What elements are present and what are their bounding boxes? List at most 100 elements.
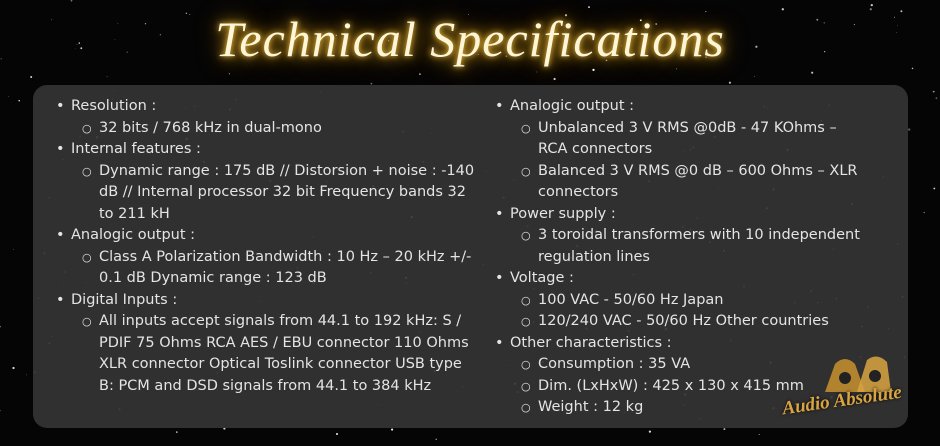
star <box>18 99 20 102</box>
star <box>335 34 337 36</box>
spec-item: Balanced 3 V RMS @0 dB – 600 Ohms – XLR … <box>510 161 864 204</box>
star <box>592 68 595 72</box>
spec-sublist: Dynamic range : 175 dB // Distorsion + n… <box>71 161 475 226</box>
logo-mark <box>825 356 891 392</box>
spec-sublist: Class A Polarization Bandwidth : 10 Hz –… <box>71 247 475 290</box>
star <box>869 8 872 11</box>
star <box>648 430 652 433</box>
star <box>114 39 116 41</box>
star <box>933 187 936 190</box>
star <box>370 82 373 85</box>
star <box>932 90 935 93</box>
star <box>908 128 911 131</box>
star <box>26 374 27 376</box>
star <box>754 75 755 77</box>
star <box>695 43 698 45</box>
spec-item: Dynamic range : 175 dB // Distorsion + n… <box>71 161 475 226</box>
star <box>30 76 33 78</box>
star <box>676 68 677 70</box>
star <box>12 366 15 370</box>
right-column: Analogic output : Unbalanced 3 V RMS @0dB… <box>494 96 864 419</box>
star <box>159 34 161 36</box>
star <box>728 81 731 84</box>
star <box>824 51 826 53</box>
star <box>639 19 642 22</box>
star <box>175 431 178 433</box>
star <box>811 71 814 74</box>
star <box>13 249 14 250</box>
star <box>505 55 508 58</box>
spec-sublist: 100 VAC - 50/60 Hz Japan120/240 VAC - 50… <box>510 290 864 333</box>
title: Technical Specifications <box>215 11 725 67</box>
star <box>78 42 80 44</box>
star <box>126 51 128 53</box>
star <box>80 47 83 50</box>
spec-label: Digital Inputs : <box>71 291 178 308</box>
spec-item: Dim. (LxHxW) : 425 x 130 x 415 mm <box>510 376 864 398</box>
star <box>144 22 147 25</box>
star <box>185 12 188 15</box>
star <box>117 23 119 24</box>
star <box>923 212 925 214</box>
spec-group: Internal features : Dynamic range : 175 d… <box>55 139 475 225</box>
star <box>228 73 231 75</box>
spec-label: Voltage : <box>510 270 574 286</box>
spec-label: Internal features : <box>71 141 201 157</box>
star <box>896 31 897 33</box>
star <box>655 23 658 25</box>
spec-item: 100 VAC - 50/60 Hz Japan <box>510 290 864 312</box>
star <box>705 56 707 58</box>
star <box>419 73 421 75</box>
star <box>816 18 819 21</box>
star <box>391 428 394 431</box>
spec-sublist: 32 bits / 768 kHz in dual-mono <box>71 118 475 140</box>
star <box>755 45 758 48</box>
spec-item: Weight : 12 kg <box>510 397 864 419</box>
star <box>435 438 437 440</box>
spec-list: Resolution : 32 bits / 768 kHz in dual-mo… <box>55 96 475 397</box>
spec-sublist: 3 toroidal transformers with 10 independ… <box>510 225 864 268</box>
star <box>76 44 78 45</box>
star <box>464 54 466 55</box>
spec-label: Analogic output : <box>71 227 196 243</box>
spec-item: 32 bits / 768 kHz in dual-mono <box>71 118 475 140</box>
spec-item: 3 toroidal transformers with 10 independ… <box>510 225 864 268</box>
star <box>70 0 73 2</box>
star <box>8 95 9 97</box>
star <box>853 23 856 26</box>
star <box>758 434 760 436</box>
spec-sublist: Unbalanced 3 V RMS @0dB - 47 KOhms – RCA… <box>510 118 864 204</box>
spec-item: Consumption : 35 VA <box>510 354 864 376</box>
star <box>605 59 608 62</box>
star <box>587 6 591 9</box>
star <box>467 14 469 16</box>
star <box>51 19 53 21</box>
spec-label: Resolution : <box>71 98 157 114</box>
spec-group: Digital Inputs : All inputs accept signal… <box>55 290 475 398</box>
left-column: Resolution : 32 bits / 768 kHz in dual-mo… <box>55 96 475 397</box>
spec-group: Analogic output : Class A Polarization Ba… <box>55 225 475 290</box>
spec-group: Voltage : 100 VAC - 50/60 Hz Japan120/240… <box>494 268 864 333</box>
star <box>935 97 938 99</box>
spec-list: Analogic output : Unbalanced 3 V RMS @0dB… <box>494 96 864 419</box>
star <box>870 3 873 7</box>
star <box>705 11 707 13</box>
star <box>894 16 895 18</box>
star <box>781 8 784 11</box>
star <box>0 58 2 60</box>
spec-item: 120/240 VAC - 50/60 Hz Other countries <box>510 311 864 333</box>
star <box>564 14 568 17</box>
star <box>189 14 191 15</box>
spec-item: Class A Polarization Bandwidth : 10 Hz –… <box>71 247 475 290</box>
star <box>897 24 898 26</box>
spec-group: Power supply : 3 toroidal transformers wi… <box>494 204 864 269</box>
spec-item: Unbalanced 3 V RMS @0dB - 47 KOhms – RCA… <box>510 118 864 161</box>
star <box>0 410 1 412</box>
star <box>911 67 914 70</box>
star <box>900 10 903 13</box>
star <box>823 22 825 24</box>
spec-group: Analogic output : Unbalanced 3 V RMS @0dB… <box>494 96 864 204</box>
star <box>477 54 479 55</box>
spec-label: Power supply : <box>510 205 616 222</box>
